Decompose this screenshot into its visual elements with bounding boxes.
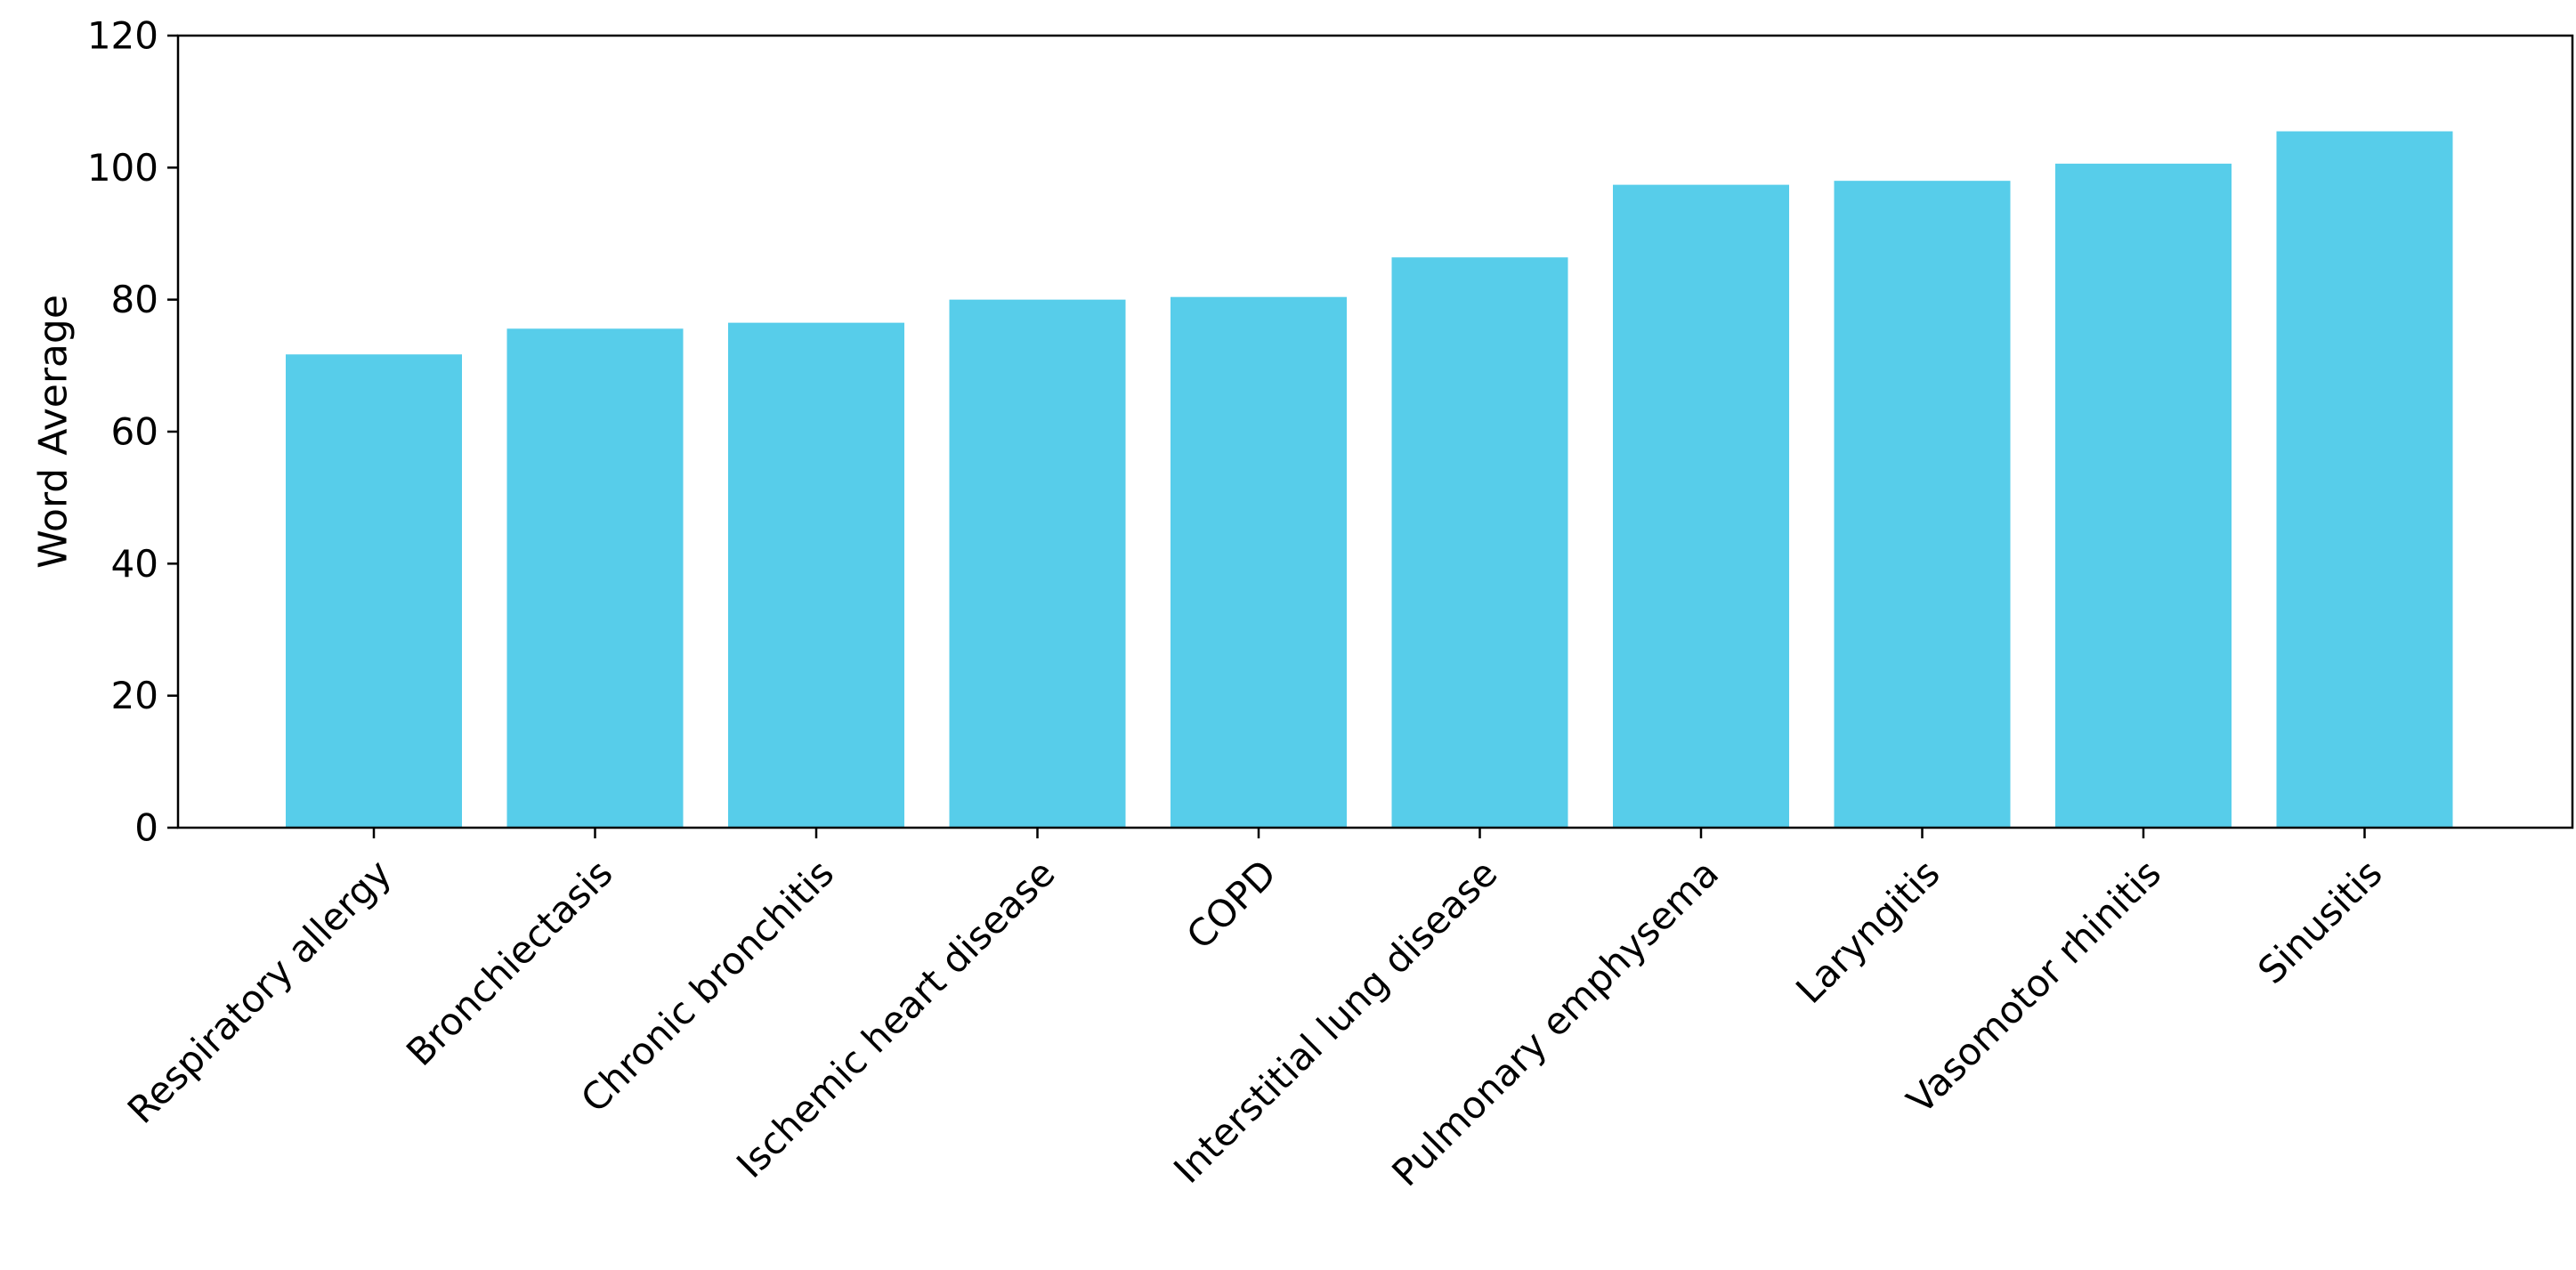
- bar: [2276, 131, 2453, 828]
- x-tick-label: Respiratory allergy: [119, 851, 400, 1131]
- bars-group: [286, 131, 2453, 829]
- y-axis-ticks: 0 20 40 60 80 100 120: [87, 14, 178, 850]
- bar: [506, 328, 684, 828]
- x-tick-label: Sinusitis: [2249, 851, 2390, 991]
- bar: [2055, 163, 2232, 829]
- bar: [1834, 181, 2011, 828]
- y-axis-label: Word Average: [31, 295, 77, 569]
- bar: [1171, 296, 1347, 828]
- y-tick-label: 100: [87, 146, 158, 190]
- bar: [1391, 257, 1568, 828]
- bar: [1613, 184, 1789, 828]
- bar: [728, 322, 904, 828]
- plot-frame: [176, 34, 2574, 829]
- x-tick-label: Chronic bronchitis: [572, 851, 842, 1120]
- bar: [286, 354, 462, 829]
- y-tick-label: 0: [134, 806, 158, 850]
- x-tick-label: Vasomotor rhinitis: [1899, 851, 2169, 1121]
- x-axis-ticks: Respiratory allergyBronchiectasisChronic…: [119, 828, 2391, 1194]
- y-tick-label: 120: [87, 14, 158, 58]
- x-tick-label: Bronchiectasis: [398, 851, 621, 1074]
- bar: [949, 299, 1126, 829]
- y-tick-label: 40: [111, 542, 158, 586]
- y-tick-label: 60: [111, 410, 158, 454]
- y-tick-label: 80: [111, 278, 158, 321]
- y-tick-label: 20: [111, 674, 158, 717]
- x-tick-label: Laryngitis: [1787, 851, 1948, 1011]
- x-tick-label: COPD: [1179, 851, 1285, 958]
